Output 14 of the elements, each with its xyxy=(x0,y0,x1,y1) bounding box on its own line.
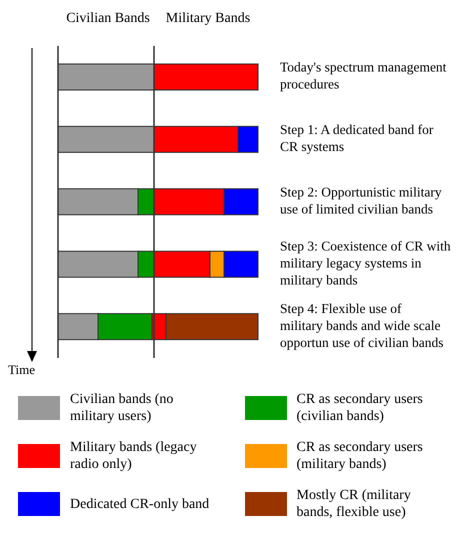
legend-label: Civilian bands (no military users) xyxy=(70,391,174,425)
y-tick-label: Today's spectrum management procedures xyxy=(280,60,447,92)
legend-label: CR as secondary users (civilian bands) xyxy=(296,391,424,425)
y-tick-label: Step 2: Opportunistic military use of limited civilian bands xyxy=(280,184,442,217)
text: Military Bands xyxy=(164,10,252,27)
legend-label: CR as secondary users (military bands) xyxy=(296,439,424,473)
text: Civilian Bands xyxy=(65,10,151,27)
y-tick-label: Step 4: Flexible use of military bands and wide scale opportun use of civilian bands xyxy=(280,300,444,350)
y-axis-title: Time xyxy=(8,362,35,378)
legend-label: Dedicated CR-only band xyxy=(70,496,210,512)
y-tick-label: Step 3: Coexistence of CR with military legacy systems in military bands xyxy=(280,238,451,288)
legend-label: Mostly CR (military bands, flexible use) xyxy=(296,487,412,521)
legend-label: Military bands (legacy radio only) xyxy=(70,439,198,473)
y-tick-label: Step 1: A dedicated band for CR systems xyxy=(280,122,434,154)
